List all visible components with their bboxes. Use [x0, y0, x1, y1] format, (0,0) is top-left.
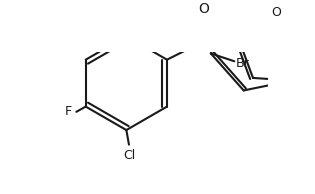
- Text: O: O: [271, 6, 281, 19]
- Text: Br: Br: [236, 57, 250, 70]
- Text: O: O: [198, 2, 209, 16]
- Text: Cl: Cl: [123, 149, 135, 162]
- Text: F: F: [65, 105, 72, 118]
